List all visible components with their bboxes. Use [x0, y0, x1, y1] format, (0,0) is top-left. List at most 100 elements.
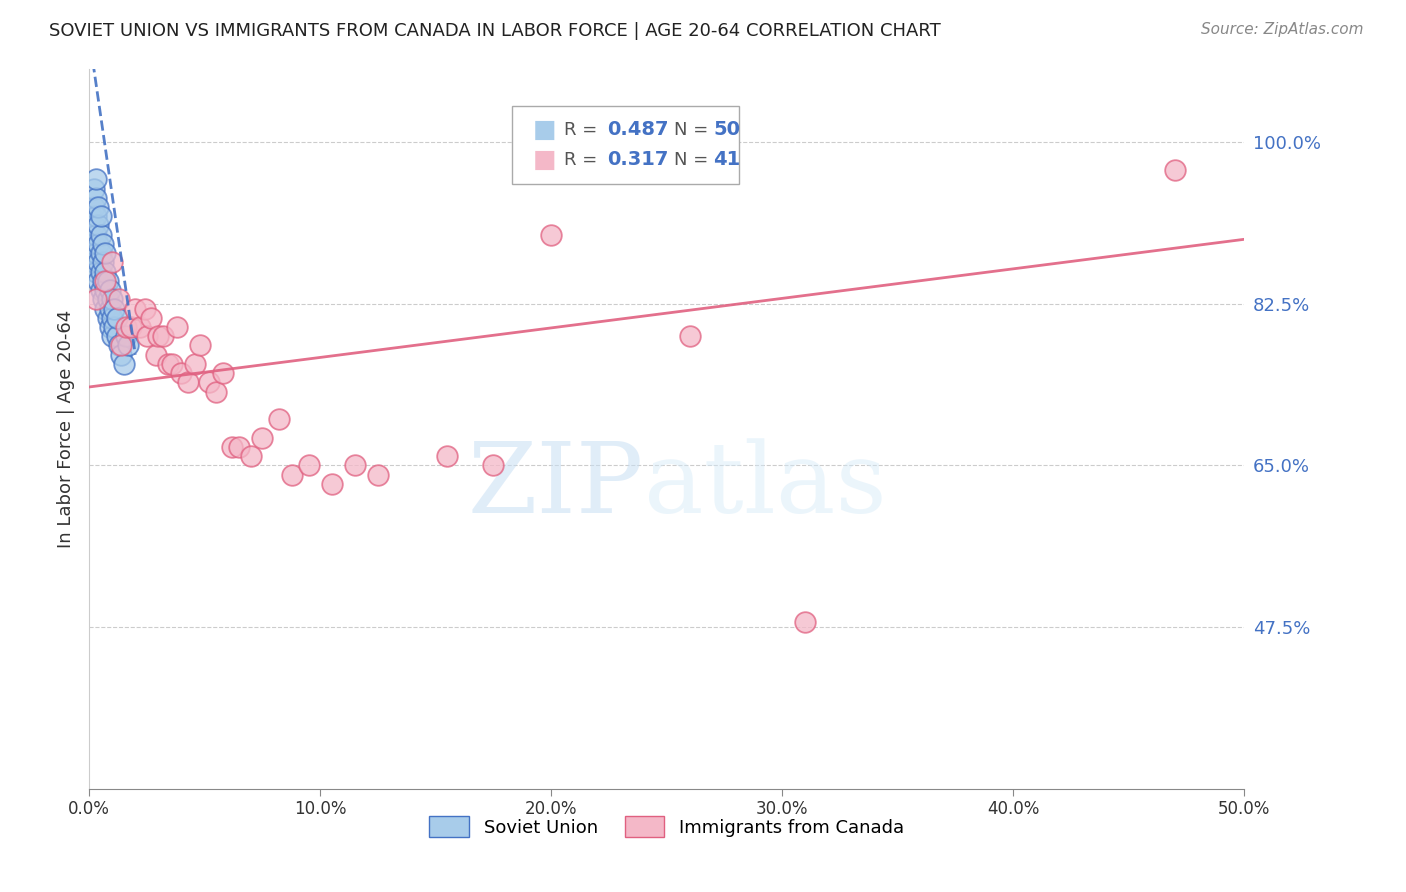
Point: [90, 264, 112, 278]
Point: [91, 293, 114, 307]
Text: ZIP: ZIP: [467, 438, 644, 534]
Point: [96, 274, 118, 288]
Point: [90, 283, 112, 297]
Text: ■: ■: [533, 148, 557, 172]
Point: [108, 293, 131, 307]
Text: N =: N =: [673, 120, 714, 138]
Point: [228, 440, 250, 454]
Text: Source: ZipAtlas.com: Source: ZipAtlas.com: [1201, 22, 1364, 37]
Point: [141, 310, 163, 325]
Point: [252, 431, 274, 445]
Text: N =: N =: [673, 151, 714, 169]
Point: [84, 191, 107, 205]
Point: [84, 172, 107, 186]
Point: [84, 246, 107, 260]
Point: [343, 458, 366, 473]
Point: [145, 348, 167, 362]
Point: [80, 227, 103, 242]
Point: [84, 293, 107, 307]
Text: 41: 41: [713, 151, 741, 169]
Point: [101, 255, 124, 269]
Point: [239, 449, 262, 463]
Point: [90, 209, 112, 223]
Point: [105, 310, 128, 325]
Point: [101, 310, 124, 325]
Point: [83, 236, 105, 251]
Point: [98, 301, 121, 316]
Point: [794, 615, 817, 630]
Point: [1164, 163, 1187, 178]
Point: [80, 209, 103, 223]
Point: [212, 366, 235, 380]
Point: [90, 227, 112, 242]
Point: [90, 246, 112, 260]
Point: [94, 274, 117, 288]
Point: [184, 357, 207, 371]
Point: [84, 209, 107, 223]
Point: [115, 320, 138, 334]
Point: [87, 219, 110, 233]
Point: [152, 329, 174, 343]
Point: [91, 236, 114, 251]
Point: [87, 274, 110, 288]
Text: R =: R =: [564, 151, 603, 169]
Text: R =: R =: [564, 120, 603, 138]
Point: [205, 384, 228, 399]
Point: [103, 320, 125, 334]
Point: [482, 458, 505, 473]
Point: [436, 449, 458, 463]
Point: [91, 255, 114, 269]
Point: [162, 357, 184, 371]
Point: [679, 329, 702, 343]
Point: [148, 329, 170, 343]
Point: [124, 301, 146, 316]
Point: [98, 283, 121, 297]
Point: [91, 274, 114, 288]
Point: [84, 227, 107, 242]
Point: [98, 320, 121, 334]
Point: [101, 293, 124, 307]
Point: [80, 246, 103, 260]
Text: 50: 50: [713, 120, 740, 139]
Point: [188, 338, 211, 352]
Text: atlas: atlas: [644, 438, 886, 534]
Point: [281, 467, 304, 482]
Point: [297, 458, 319, 473]
Point: [367, 467, 389, 482]
Point: [84, 264, 107, 278]
Point: [135, 329, 157, 343]
Point: [170, 366, 193, 380]
Point: [120, 320, 142, 334]
Point: [129, 320, 152, 334]
Text: SOVIET UNION VS IMMIGRANTS FROM CANADA IN LABOR FORCE | AGE 20-64 CORRELATION CH: SOVIET UNION VS IMMIGRANTS FROM CANADA I…: [49, 22, 941, 40]
Point: [94, 246, 117, 260]
Point: [103, 301, 125, 316]
Text: ■: ■: [533, 118, 557, 142]
Point: [83, 200, 105, 214]
Point: [108, 338, 131, 352]
Point: [134, 301, 156, 316]
Point: [96, 293, 118, 307]
Legend: Soviet Union, Immigrants from Canada: Soviet Union, Immigrants from Canada: [422, 809, 911, 845]
Point: [105, 329, 128, 343]
Point: [110, 338, 132, 352]
Point: [110, 348, 132, 362]
Point: [112, 357, 135, 371]
Point: [101, 329, 124, 343]
Point: [96, 310, 118, 325]
Point: [221, 440, 243, 454]
Point: [198, 376, 221, 390]
Text: 0.487: 0.487: [607, 120, 669, 139]
Point: [540, 227, 562, 242]
Point: [87, 200, 110, 214]
Text: 0.317: 0.317: [607, 151, 669, 169]
Point: [83, 181, 105, 195]
Point: [94, 264, 117, 278]
Point: [321, 477, 343, 491]
Point: [94, 301, 117, 316]
Point: [83, 219, 105, 233]
Point: [115, 329, 138, 343]
Point: [267, 412, 290, 426]
Point: [156, 357, 179, 371]
Point: [83, 255, 105, 269]
